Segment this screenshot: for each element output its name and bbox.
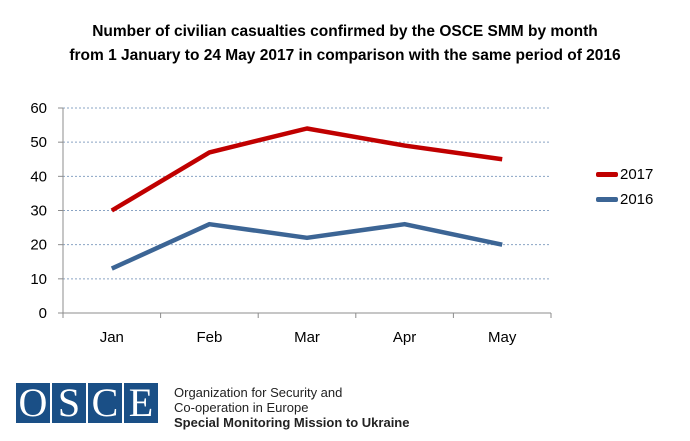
legend-swatch-2016 [596,197,618,202]
legend-label-2017: 2017 [620,166,654,183]
logo-letter-o: O [16,383,50,423]
osce-footer: O S C E Organization for Security and Co… [16,383,476,430]
x-tick-label-may: May [488,329,517,346]
legend-label-2016: 2016 [620,191,654,208]
y-tick-label-10: 10 [30,271,47,288]
series-line-2016 [110,221,503,271]
series-line-2017 [110,126,503,213]
legend-item-2016: 2016 [596,191,653,208]
y-tick-label-20: 20 [30,237,47,254]
logo-letter-c: C [88,383,122,423]
org-line-3: Special Monitoring Mission to Ukraine [174,415,410,430]
x-tick-label-feb: Feb [196,329,222,346]
org-line-1: Organization for Security and [174,385,343,400]
org-line-2: Co-operation in Europe [174,400,309,415]
x-tick-label-jan: Jan [100,329,124,346]
osce-logo: O S C E [16,383,160,423]
y-tick-label-30: 30 [30,203,47,220]
y-tick-label-50: 50 [30,134,47,151]
y-tick-label-40: 40 [30,168,47,185]
chart-title: Number of civilian casualties confirmed … [0,20,690,68]
logo-letter-s: S [52,383,86,423]
organization-name: Organization for Security and Co-operati… [174,385,409,430]
legend-item-2017: 2017 [596,166,653,183]
line-chart: 0 10 20 30 40 50 60 Jan Feb Mar Apr May [30,100,552,346]
chart-title-line-2: from 1 January to 24 May 2017 in compari… [69,47,621,64]
y-tick-label-0: 0 [39,305,47,322]
logo-letter-e: E [124,383,158,423]
legend-swatch-2017 [596,172,618,177]
x-tick-label-mar: Mar [294,329,320,346]
y-tick-label-60: 60 [30,100,47,117]
x-tick-label-apr: Apr [393,329,416,346]
chart-title-line-1: Number of civilian casualties confirmed … [92,23,598,40]
